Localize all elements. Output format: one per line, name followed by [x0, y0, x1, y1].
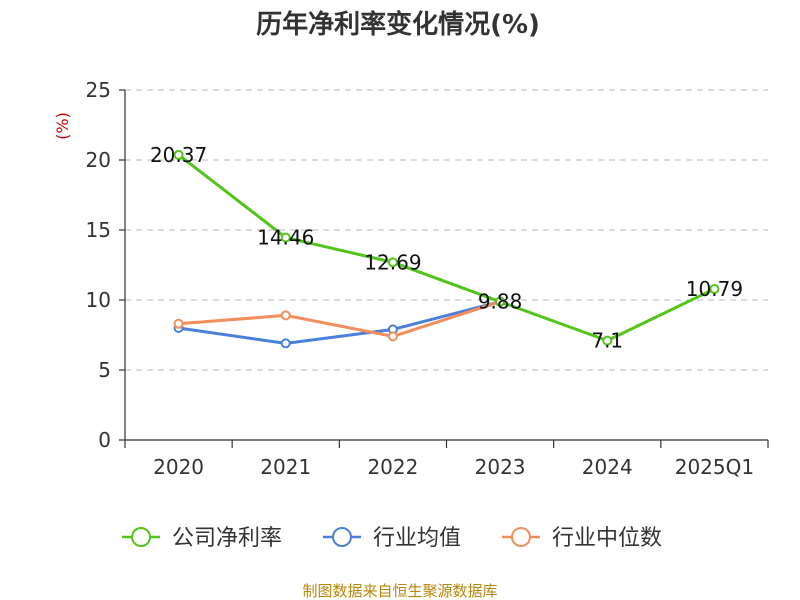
data-point: [280, 232, 291, 243]
chart-title: 历年净利率变化情况(%): [256, 9, 540, 40]
x-tick-label: 2022: [367, 455, 418, 479]
data-label: 7.1: [591, 329, 623, 353]
data-point: [602, 335, 613, 346]
x-tick-label: 2020: [153, 455, 204, 479]
legend-label: 行业均值: [373, 526, 461, 551]
data-label: 20.37: [150, 143, 207, 167]
legend: 公司净利率 行业均值 行业中位数: [122, 526, 662, 551]
y-tick-label: 0: [98, 428, 111, 452]
data-point: [280, 310, 291, 321]
data-label: 9.88: [478, 290, 523, 314]
legend-label: 公司净利率: [172, 526, 282, 551]
y-tick-label: 5: [98, 358, 111, 382]
legend-swatch-marker: [131, 527, 151, 547]
data-point: [280, 338, 291, 349]
series-line-2: [178, 300, 501, 338]
series-line-1: [178, 300, 501, 345]
series-line-0: [177, 153, 716, 343]
source-note: 制图数据来自恒生聚源数据库: [302, 582, 497, 600]
legend-label: 行业中位数: [552, 526, 662, 551]
x-tick-label: 2023: [475, 455, 526, 479]
y-tick-label: 10: [86, 288, 111, 312]
legend-swatch-marker: [511, 527, 531, 547]
y-axis-unit: (%): [53, 112, 72, 140]
data-label: 14.46: [257, 226, 314, 250]
y-tick-label: 20: [86, 148, 111, 172]
x-tick-label: 2024: [582, 455, 633, 479]
data-point: [387, 257, 398, 268]
data-point: [495, 296, 506, 307]
data-point: [709, 283, 720, 294]
y-tick-label: 15: [86, 218, 111, 242]
data-point: [173, 149, 184, 160]
data-point: [173, 318, 184, 329]
x-tick-label: 2025Q1: [675, 455, 754, 479]
data-label: 12.69: [364, 250, 421, 274]
data-labels: 20.37 14.46 12.69 9.88 7.1 10.79: [150, 143, 743, 353]
legend-swatch-marker: [332, 527, 352, 547]
data-point: [387, 331, 398, 342]
grid-lines: [125, 89, 768, 371]
series-lines: [173, 149, 720, 349]
data-label: 10.79: [686, 277, 743, 301]
y-tick-label: 25: [86, 78, 111, 102]
axes: 0 5 10 15 20 25 2020 2021 2022 2023 2024 2025Q1: [86, 78, 769, 479]
x-tick-label: 2021: [260, 455, 311, 479]
